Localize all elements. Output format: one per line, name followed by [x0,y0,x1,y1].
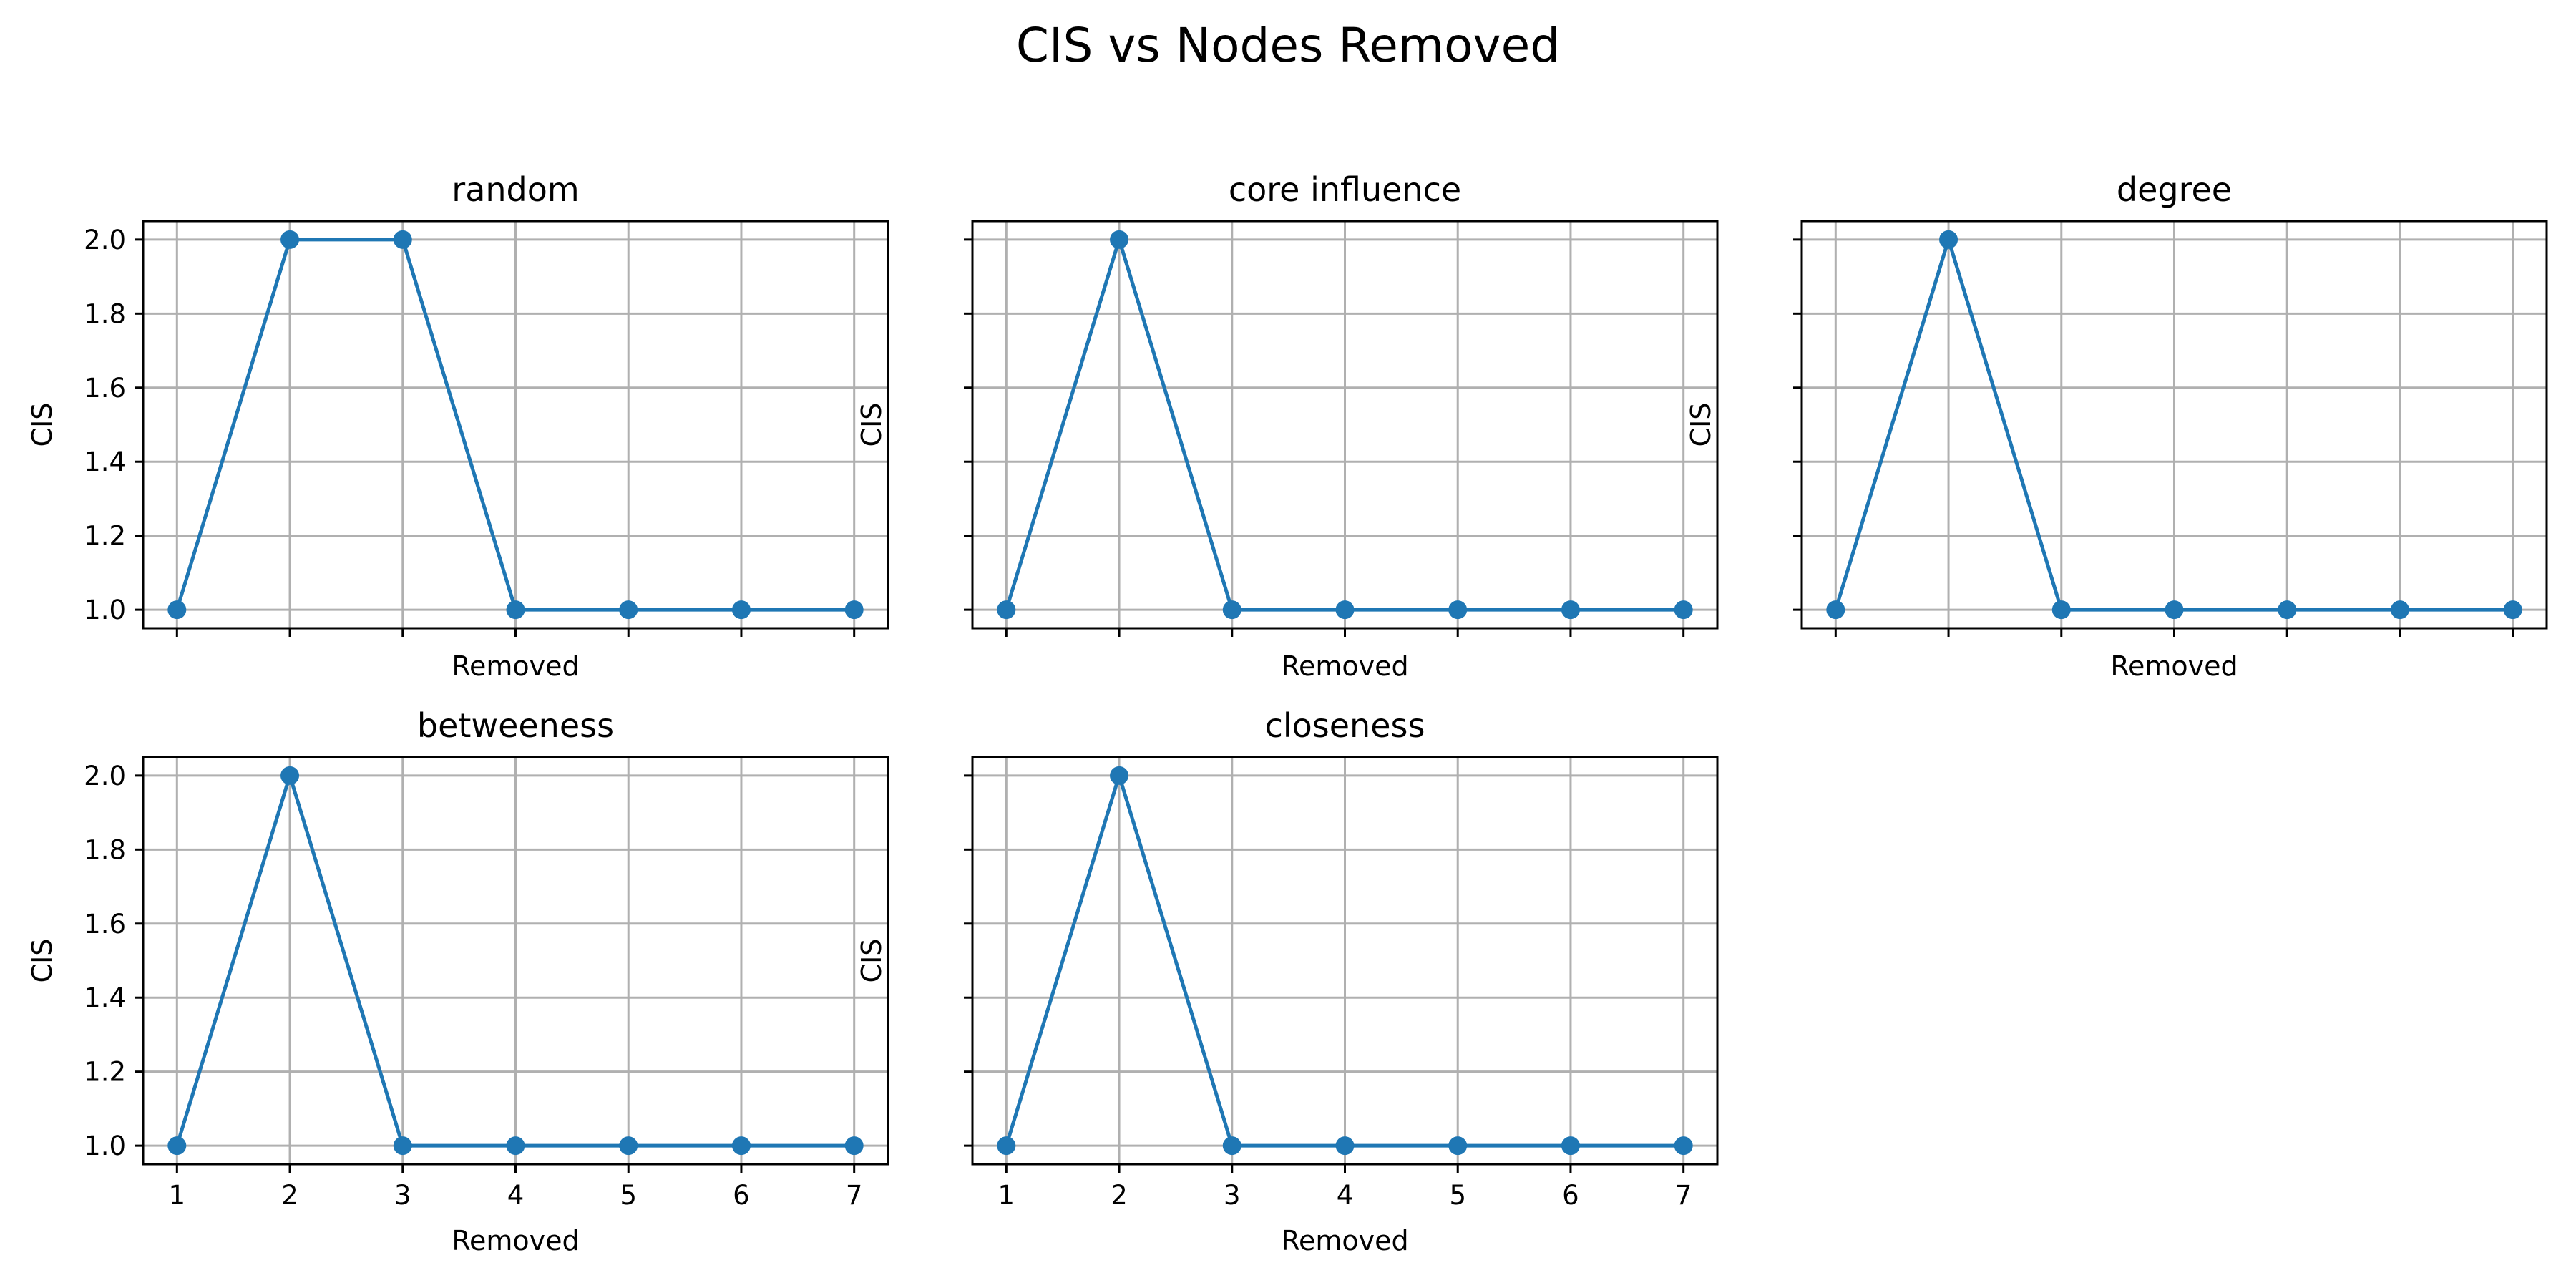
x-tick-label: 6 [733,1180,750,1211]
y-axis-label: CIS [856,939,887,983]
subplot-title: betweeness [417,706,614,745]
data-point [619,1136,638,1156]
data-point [1561,600,1580,620]
data-point [1674,1136,1693,1156]
subplot-1: 1.0 1.2 1.4 1.6 1.8 2.0 random Removed CIS [26,170,889,682]
plot-frame [142,756,889,1166]
x-axis-label: Removed [1281,1225,1408,1257]
data-point [2390,600,2409,620]
figure-title: CIS vs Nodes Removed [1016,18,1560,73]
data-point [1448,600,1468,620]
x-tick-label: 5 [620,1180,637,1211]
data-point [1222,1136,1241,1156]
data-point [1826,600,1845,620]
y-tick-label: 1.6 [84,909,126,940]
y-axis-label: CIS [26,403,58,447]
x-tick-label: 2 [1111,1180,1128,1211]
data-point [1335,1136,1355,1156]
data-point [1674,600,1693,620]
y-axis-label: CIS [26,939,58,983]
data-point [997,600,1016,620]
subplot-5: 1 2 3 4 5 6 7 closeness Removed CIS [856,706,1719,1257]
subplot-2: core influence Removed CIS [856,170,1719,682]
x-tick-label: 7 [846,1180,863,1211]
y-tick-label: 2.0 [84,761,126,791]
y-tick-label: 1.4 [84,982,126,1013]
x-axis-label: Removed [2110,650,2238,682]
plot-frame [971,756,1719,1166]
data-point [2165,600,2184,620]
subplot-title: random [452,170,579,209]
y-tick-label: 1.8 [84,834,126,865]
data-point [393,1136,412,1156]
data-point [506,600,525,620]
x-tick-label: 1 [998,1180,1015,1211]
subplot-title: degree [2117,170,2232,209]
plot-frame [971,220,1719,630]
x-tick-label: 6 [1562,1180,1579,1211]
data-point [619,600,638,620]
y-axis-label: CIS [856,403,887,447]
data-point [1561,1136,1580,1156]
data-point [1939,230,1958,249]
data-point [731,1136,751,1156]
x-tick-label: 3 [394,1180,411,1211]
data-point [1110,230,1129,249]
y-tick-label: 1.2 [84,521,126,552]
y-tick-label: 1.6 [84,373,126,404]
data-point [1222,600,1241,620]
data-point [844,1136,864,1156]
data-point [1448,1136,1468,1156]
x-axis-label: Removed [452,1225,579,1257]
y-tick-label: 2.0 [84,225,126,255]
data-point [506,1136,525,1156]
x-axis-label: Removed [1281,650,1408,682]
x-tick-label: 2 [281,1180,298,1211]
y-tick-label: 1.0 [84,1131,126,1161]
x-tick-label: 7 [1675,1180,1692,1211]
x-tick-label: 4 [507,1180,525,1211]
data-point [280,766,300,785]
data-point [167,600,187,620]
data-point [2051,600,2071,620]
y-tick-label: 1.8 [84,298,126,329]
data-point [1110,766,1129,785]
y-tick-label: 1.4 [84,447,126,477]
data-point [2278,600,2297,620]
plot-frame [1800,220,2548,630]
x-tick-label: 5 [1449,1180,1466,1211]
subplot-3: degree Removed CIS [1685,170,2548,682]
data-point [280,230,300,249]
y-axis-label: CIS [1685,403,1717,447]
data-point [393,230,412,249]
x-tick-label: 1 [169,1180,186,1211]
x-axis-label: Removed [452,650,579,682]
plot-frame [142,220,889,630]
data-point [2503,600,2522,620]
data-point [167,1136,187,1156]
y-tick-label: 1.0 [84,595,126,625]
x-tick-label: 4 [1337,1180,1354,1211]
data-point [1335,600,1355,620]
subplot-title: closeness [1265,706,1425,745]
subplot-4: 1 2 3 4 5 6 7 1.0 1.2 1.4 1.6 1.8 2.0 betweeness Remov… [26,706,889,1257]
data-point [731,600,751,620]
x-tick-label: 3 [1224,1180,1241,1211]
data-point [844,600,864,620]
y-tick-label: 1.2 [84,1057,126,1088]
subplot-title: core influence [1229,170,1461,209]
data-point [997,1136,1016,1156]
